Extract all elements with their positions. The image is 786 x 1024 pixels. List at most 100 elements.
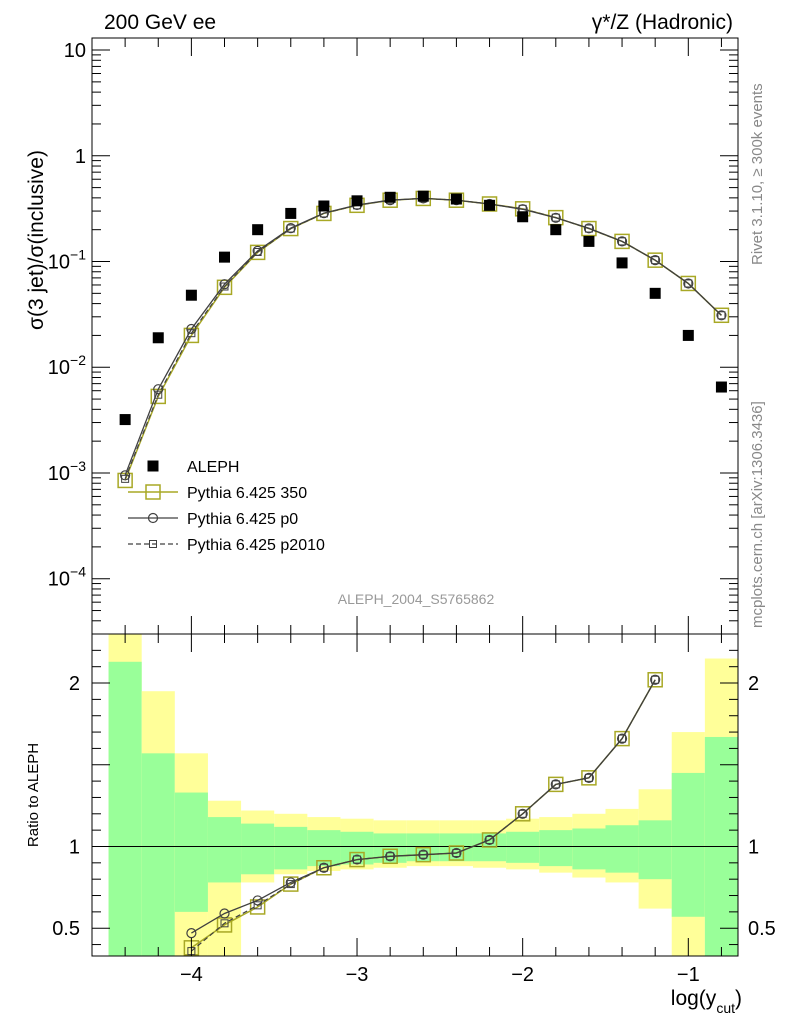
legend-label: Pythia 6.425 p2010 [187,537,325,554]
main-point-py350 [481,196,498,212]
main-point-data [715,381,727,393]
main-point-py350 [614,233,630,250]
ratio-point-py350 [283,876,299,892]
x-tick-label: −2 [511,964,534,986]
main-point-data [318,200,330,212]
legend-marker-data [147,460,159,472]
ratio-point-p2010 [651,675,660,684]
main-point-p2010 [584,224,593,233]
ratio-line-p0 [191,679,656,934]
main-point-p0 [616,236,628,247]
main-point-p2010 [618,237,627,246]
bottom-y-tick-label-right: 1 [748,836,759,858]
main-point-data [351,195,363,207]
main-point-p0 [683,278,694,289]
ratio-point-py350 [614,730,630,747]
main-point-data [417,190,429,202]
legend-marker-p2010 [149,540,157,548]
ratio-point-p2010 [319,863,328,872]
main-line-py350 [124,197,722,481]
bottom-y-tick-label-right: 2 [748,673,759,695]
main-point-data [185,289,197,301]
ratio-point-p0 [451,847,462,859]
bottom-y-axis-title: Ratio to ALEPH [25,743,42,847]
axes-layer: 10 1 10−1 10−2 10−3 10−4 −4 −3 −2 −1 2 2 1 1 0.5 0.5 [48,37,776,986]
x-tick-label: −4 [180,964,203,986]
inner-band-bin [506,831,540,863]
main-point-data [649,287,661,299]
legend-label: Pythia 6.425 350 [187,485,307,502]
legend-label: Pythia 6.425 p0 [187,511,298,528]
inner-band-bin [373,833,407,863]
main-point-data [119,414,131,426]
ratio-point-p0 [583,772,595,783]
ratio-point-p2010 [618,734,627,743]
legend: ALEPH Pythia 6.425 350 Pythia 6.425 p0 Pyth… [128,459,325,554]
main-point-data [450,193,462,205]
mcplots-source-label: mcplots.cern.ch [arXiv:1306.3436] [749,401,766,628]
ratio-point-py350 [481,832,498,848]
ratio-point-p2010 [220,919,229,928]
main-point-p0 [120,470,131,481]
main-point-p2010 [684,279,693,288]
ratio-point-p0 [550,779,561,790]
main-point-py350 [216,279,233,296]
main-point-p0 [550,212,561,223]
ratio-point-p0 [186,928,197,939]
legend-marker-p0 [147,512,159,524]
bottom-y-tick-label-left: 0.5 [52,918,80,940]
ratio-point-p0 [418,849,429,860]
main-point-data [384,191,396,203]
bottom-y-tick-label-left: 2 [69,673,80,695]
ratio-point-p0 [285,877,296,888]
process-energy-label: 200 GeV ee [104,11,216,34]
inner-band-bin [638,820,672,880]
bottom-y-tick-label-left: 1 [69,836,80,858]
main-point-p0 [252,245,263,257]
inner-band-bin [108,661,142,956]
legend-marker-py350 [145,484,161,500]
main-series-layer [117,190,730,489]
top-y-tick-label: 10−2 [48,352,86,379]
legend-label: ALEPH [187,459,239,476]
main-point-py350 [581,220,597,237]
main-point-data [517,211,529,223]
main-point-data [616,257,628,269]
main-point-py350 [713,307,730,324]
ratio-point-p0 [318,862,329,873]
top-y-tick-label: 10 [64,40,86,62]
uncertainty-bands [108,634,738,956]
main-point-py350 [680,275,697,292]
ratio-point-p0 [252,895,263,906]
main-point-data [219,251,231,263]
bottom-y-tick-label-right: 0.5 [748,918,776,940]
main-point-py350 [283,220,299,237]
main-point-p2010 [154,390,163,399]
main-point-p2010 [651,256,660,265]
rivet-version-label: Rivet 3.1.10, ≥ 300k events [749,83,766,265]
analysis-id-label: ALEPH_2004_S5765862 [338,591,495,607]
main-point-p0 [186,323,197,335]
ratio-point-py350 [514,806,531,822]
ratio-point-p0 [385,851,396,862]
inner-band-bin [572,828,606,870]
main-point-p0 [285,223,296,234]
main-point-data [252,224,264,236]
ratio-point-p2010 [485,835,494,844]
main-line-p2010 [124,197,722,480]
x-tick-label: −3 [346,964,369,986]
main-point-data [583,235,595,247]
ratio-point-py350 [581,770,597,786]
top-y-tick-label: 1 [75,146,86,168]
x-tick-label: −1 [677,964,700,986]
ratio-point-p0 [650,674,661,685]
ratio-point-p0 [517,808,528,819]
ratio-point-py350 [349,851,365,868]
main-point-data [550,224,562,236]
ratio-point-p2010 [551,780,560,789]
ratio-point-p0 [484,834,495,846]
inner-band-bin [671,772,705,917]
ratio-point-py350 [548,776,564,793]
main-point-data [682,329,694,341]
